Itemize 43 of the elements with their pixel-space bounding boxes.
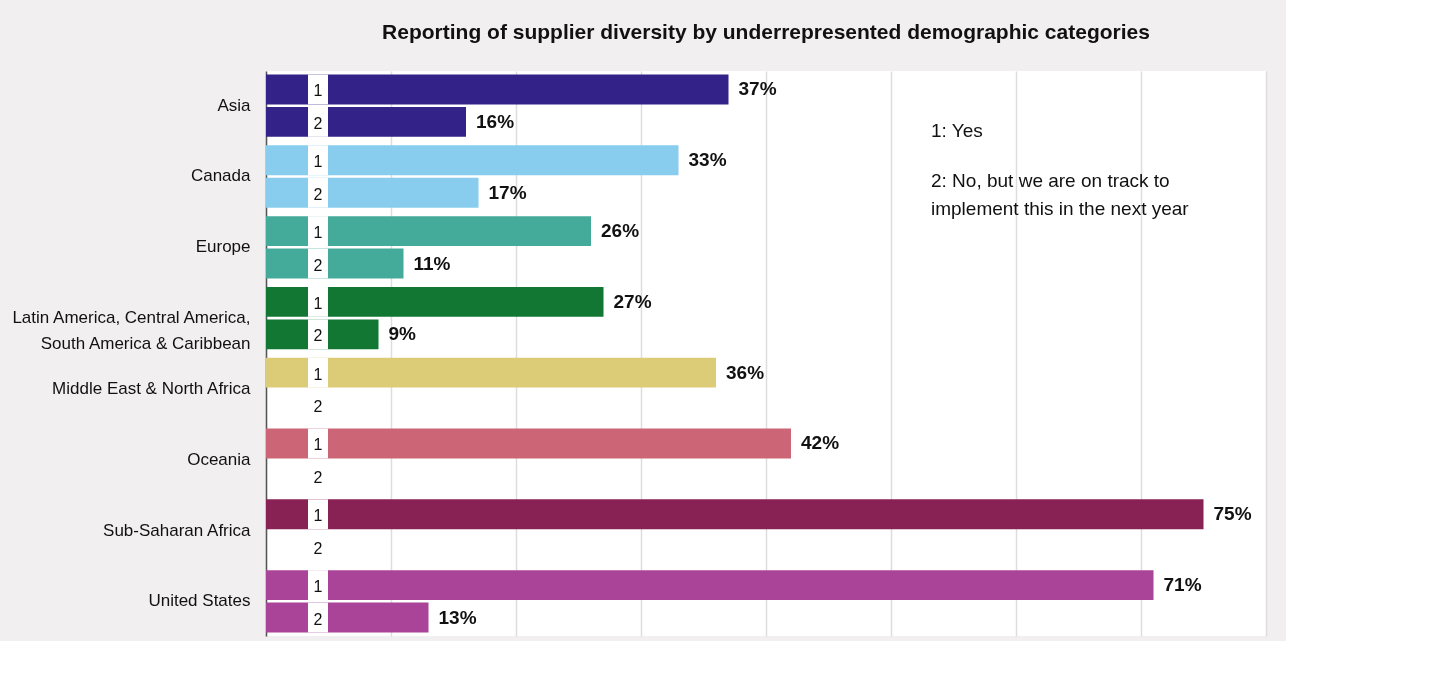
data-label: 16% (476, 110, 515, 132)
series-label: 2 (313, 114, 323, 132)
bar (266, 499, 1204, 530)
text: 1 (313, 82, 323, 100)
y-tick-label: Oceania (187, 449, 252, 469)
data-label: 36% (726, 361, 765, 383)
text: 2 (313, 185, 323, 203)
data-label: 11% (413, 252, 451, 274)
text: 2 (313, 539, 323, 557)
chart-title: Reporting of supplier diversity by underrepresented demographic categories (382, 20, 1150, 43)
text: 1 (313, 578, 323, 596)
y-tick-label: United States (148, 591, 251, 611)
series-label: 1 (313, 436, 323, 454)
text: 1 (313, 294, 323, 312)
text: 2 (313, 256, 323, 274)
data-label: 13% (438, 606, 477, 628)
data-label: 26% (601, 220, 640, 242)
text: 2 (313, 610, 323, 628)
y-tick-label: Canada (190, 166, 252, 186)
bar (266, 357, 716, 388)
bar (266, 428, 791, 459)
text: 1 (313, 153, 323, 171)
y-tick-label: Latin America, Central America, South America & Caribbean (12, 308, 251, 354)
data-label: 75% (1213, 503, 1252, 525)
y-tick-label: Asia (217, 95, 252, 115)
data-label: 42% (801, 432, 840, 454)
data-label: 17% (488, 181, 527, 203)
data-label: 71% (1163, 574, 1202, 596)
annotation: 2: No, but we are on track to implement this in the next year (931, 170, 1190, 219)
text: 2 (313, 398, 323, 416)
data-label: 27% (613, 290, 652, 312)
y-tick-label: Sub-Saharan Africa (103, 520, 252, 540)
annotation: 1: Yes (931, 120, 983, 141)
text: 1 (313, 365, 323, 383)
data-label: 37% (738, 78, 777, 100)
data-label: 33% (688, 149, 727, 171)
text: 1 (313, 507, 323, 525)
text: 2 (313, 327, 323, 345)
y-tick-label: Europe (195, 237, 251, 257)
y-tick-label: Middle East & North Africa (52, 378, 252, 398)
text: 2 (313, 468, 323, 486)
text: 1 (313, 224, 323, 242)
data-label: 9% (388, 323, 417, 345)
